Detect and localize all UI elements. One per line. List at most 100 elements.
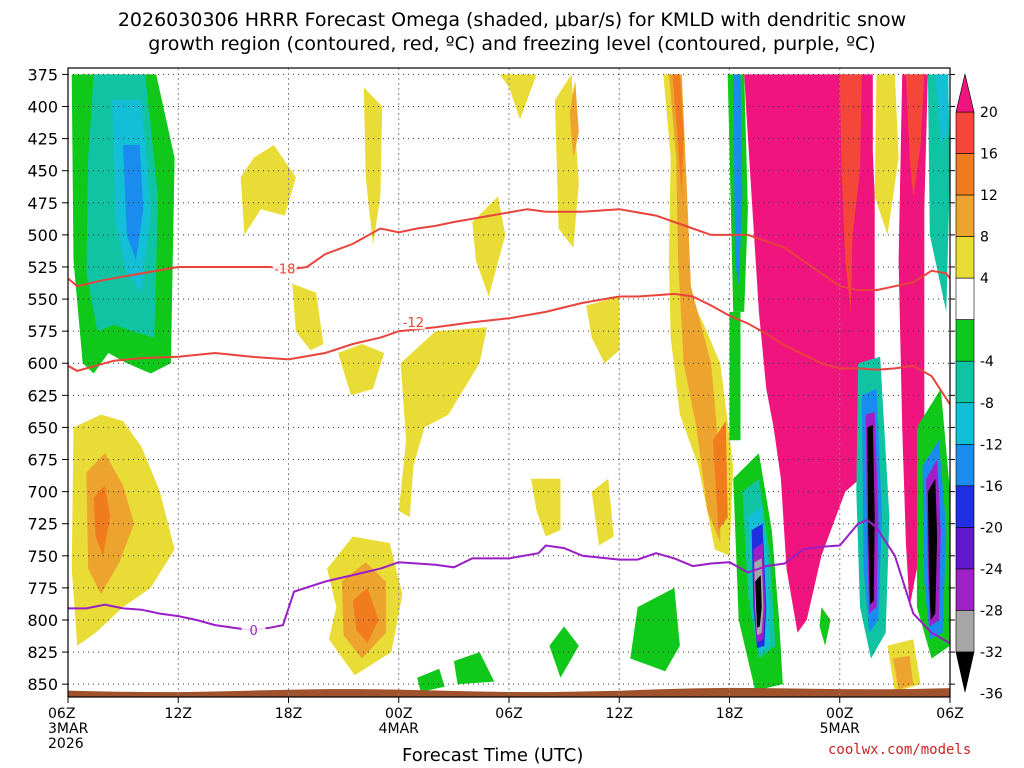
y-tick-label-450: 450 (27, 162, 58, 181)
colorbar-label--16: -16 (980, 479, 1003, 495)
colorbar-bin--20 (955, 444, 975, 487)
chart-title-line-2: growth region (contoured, red, ºC) and f… (148, 33, 876, 55)
y-tick-label-400: 400 (27, 98, 58, 117)
y-tick-label-625: 625 (27, 386, 58, 405)
contour-label-bg-0 (272, 261, 297, 276)
y-tick-label-700: 700 (27, 483, 58, 502)
y-tick-label-825: 825 (27, 643, 58, 662)
grid-layer (67, 68, 951, 697)
omega-region-51 (935, 74, 949, 145)
chart-title-line-1: 2026030306 HRRR Forecast Omega (shaded, … (117, 9, 907, 31)
x-tick-label-30-0: 12Z (606, 706, 633, 722)
contour-layer (68, 208, 950, 644)
omega-region-5 (86, 453, 135, 595)
omega-region-57 (893, 655, 914, 690)
colorbar-label--28: -28 (980, 603, 1003, 619)
colorbar-bin-16 (955, 111, 975, 154)
colorbar-label--24: -24 (980, 562, 1003, 578)
contour-line-0 (68, 208, 950, 292)
omega-region-20 (591, 478, 614, 546)
colorbar-bin--32 (955, 568, 975, 611)
omega-region-7 (240, 145, 296, 235)
omega-region-55 (927, 478, 938, 620)
omega-region-24 (713, 421, 728, 531)
omega-region-29 (729, 311, 741, 441)
y-tick-label-775: 775 (27, 579, 58, 598)
colorbar: 20 16 12 8 4 -4 -8 -12 -16 -20 -24 -28 -32 -36 (955, 73, 1003, 703)
omega-region-6 (93, 485, 111, 556)
colorbar-bin--12 (955, 360, 975, 404)
y-tick-label-550: 550 (27, 290, 58, 309)
y-tick-label-850: 850 (27, 675, 58, 694)
watermark: coolwx.com/models (828, 742, 972, 758)
contour-label-0: -18 (274, 262, 295, 277)
colorbar-bin--4 (955, 277, 975, 320)
colorbar-bin--8 (955, 319, 975, 362)
omega-region-18 (586, 296, 620, 364)
omega-region-39 (819, 607, 831, 646)
colorbar-bin--28 (955, 527, 975, 570)
contour-label-2: 0 (249, 624, 257, 639)
omega-region-10 (338, 344, 385, 396)
omega-region-16 (472, 196, 506, 297)
x-tick-label-0-1: 3MAR (48, 721, 89, 737)
x-tick-label-18-1: 4MAR (379, 721, 420, 737)
x-axis-label: Forecast Time (UTC) (402, 745, 584, 766)
omega-region-49 (867, 424, 875, 605)
y-tick-label-675: 675 (27, 451, 58, 470)
colorbar-label--4: -4 (980, 354, 994, 370)
x-tick-label-42-0: 00Z (826, 706, 853, 722)
omega-region-58 (569, 80, 579, 158)
omega-region-9 (292, 283, 324, 351)
omega-region-19 (531, 478, 561, 537)
omega-region-26 (630, 587, 680, 672)
x-tick-label-24-0: 06Z (495, 706, 522, 722)
y-tick-label-500: 500 (27, 226, 58, 245)
omega-region-28 (417, 668, 445, 692)
contour-line-1 (68, 292, 950, 405)
colorbar-label-4: 4 (980, 271, 989, 287)
colorbar-bin--24 (955, 485, 975, 528)
x-tick-label-6-0: 12Z (165, 706, 192, 722)
y-tick-label-650: 650 (27, 418, 58, 437)
y-tick-label-750: 750 (27, 547, 58, 566)
omega-region-11 (398, 327, 487, 518)
y-tick-label-725: 725 (27, 515, 58, 534)
omega-region-40 (744, 74, 875, 633)
contour-label-bg-1 (401, 315, 426, 330)
contour-line-2 (68, 518, 950, 644)
colorbar-label--8: -8 (980, 396, 994, 412)
colorbar-max-arrow (955, 73, 975, 113)
colorbar-bin--16 (955, 402, 975, 445)
omega-region-38 (733, 74, 743, 287)
y-tick-label-525: 525 (27, 258, 58, 277)
x-tick-label-0-0: 06Z (48, 706, 75, 722)
contour-label-1: -12 (403, 316, 424, 331)
x-tick-label-12-0: 18Z (275, 706, 302, 722)
colorbar-label--12: -12 (980, 437, 1003, 453)
y-tick-label-475: 475 (27, 194, 58, 213)
x-tick-label-0-2: 2026 (48, 736, 84, 752)
colorbar-label-12: 12 (980, 188, 998, 204)
omega-region-27 (453, 652, 495, 685)
y-tick-label-425: 425 (27, 130, 58, 149)
colorbar-label--32: -32 (980, 645, 1003, 661)
omega-region-23 (672, 74, 684, 197)
omega-shading-layer (71, 74, 950, 692)
y-tick-label-600: 600 (27, 354, 58, 373)
y-tick-label-800: 800 (27, 611, 58, 630)
omega-region-44 (905, 74, 925, 197)
x-tick-label-42-1: 5MAR (820, 721, 861, 737)
omega-region-36 (755, 575, 762, 628)
contour-labels: -18 -12 0 (241, 261, 426, 639)
colorbar-min-arrow (955, 651, 975, 693)
colorbar-label--36: -36 (980, 687, 1003, 703)
colorbar-label-16: 16 (980, 147, 998, 163)
colorbar-bin-8 (955, 194, 975, 237)
x-tick-label-18-0: 00Z (385, 706, 412, 722)
colorbar-label--20: -20 (980, 520, 1003, 536)
omega-region-15 (499, 74, 537, 120)
omega-region-42 (874, 74, 899, 235)
